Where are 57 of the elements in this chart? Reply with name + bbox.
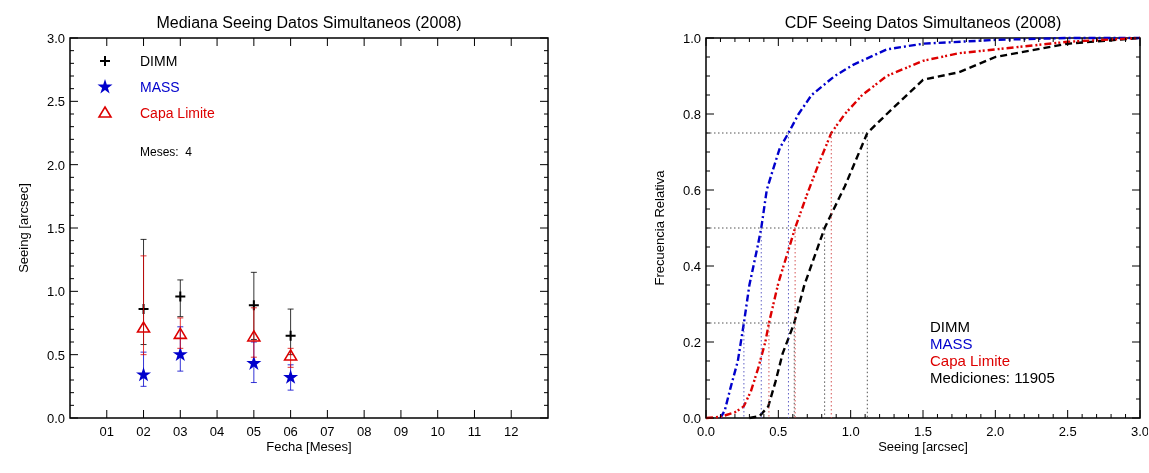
text: DIMM [930, 318, 970, 335]
x-axis-title: Seeing [arcsec] [878, 439, 968, 454]
chart-title: Mediana Seeing Datos Simultaneos (2008) [156, 14, 462, 31]
y-tick-label: 3.0 [46, 31, 65, 46]
y-tick-label: 0.5 [46, 347, 65, 363]
x-tick-label: 10 [430, 424, 445, 439]
point [172, 346, 188, 362]
y-tick-label: 1.0 [46, 284, 65, 300]
annotation: Mediciones: 11905 [930, 369, 1055, 386]
x-tick-label: 11 [467, 424, 482, 439]
y-tick-label: 0.0 [46, 411, 65, 426]
x-tick-label: 0.5 [769, 424, 788, 439]
point [136, 367, 152, 382]
point [246, 355, 262, 370]
y-axis-title: Seeing [arcsec] [16, 183, 31, 273]
y-tick-label: 1.0 [682, 31, 701, 46]
x-tick-label: 08 [356, 424, 372, 439]
point [284, 329, 297, 342]
x-tick-label: 04 [209, 424, 225, 439]
y-tick-label: 2.0 [46, 157, 65, 173]
x-tick-label: 2.5 [1058, 424, 1077, 439]
y-tick-label: 1.5 [46, 221, 65, 236]
y-tick-label: 2.5 [46, 94, 65, 110]
point [173, 327, 188, 340]
x-tick-label: 03 [173, 424, 188, 439]
y-tick-label: 0.2 [682, 335, 701, 350]
x-tick-label: 1.5 [913, 424, 933, 439]
x-tick-label: 05 [246, 424, 262, 439]
x-tick-label: 09 [393, 424, 409, 439]
annotation: Meses: 4 [140, 145, 193, 159]
x-tick-label: 2.0 [986, 424, 1005, 439]
point [247, 299, 260, 312]
chart-title: CDF Seeing Datos Simultaneos (2008) [784, 14, 1062, 31]
point [247, 330, 261, 342]
x-tick-label: 06 [283, 424, 298, 439]
point [283, 349, 298, 361]
legend-label: Capa Limite [140, 105, 215, 121]
point [174, 290, 187, 303]
point [283, 369, 299, 384]
y-tick-label: 0.6 [682, 183, 701, 198]
text: Capa Limite [930, 352, 1011, 369]
text: MASS [930, 335, 973, 352]
legend-label: DIMM [140, 53, 178, 69]
x-tick-label: 02 [136, 424, 151, 439]
x-axis-title: Fecha [Meses] [266, 439, 352, 454]
point [136, 321, 151, 333]
y-tick-label: 0.8 [682, 107, 701, 122]
x-tick-label: 1.0 [841, 424, 860, 439]
x-tick-label: 0.0 [696, 424, 716, 439]
x-tick-label: 01 [99, 424, 114, 439]
y-axis-title: Frecuencia Relativa [652, 169, 667, 286]
legend-label: MASS [140, 79, 180, 95]
y-tick-label: 0.0 [682, 411, 701, 426]
y-tick-label: 0.4 [682, 259, 701, 274]
x-tick-label: 3.0 [1130, 424, 1149, 439]
x-tick-label: 07 [320, 424, 335, 439]
x-tick-label: 12 [504, 424, 519, 439]
